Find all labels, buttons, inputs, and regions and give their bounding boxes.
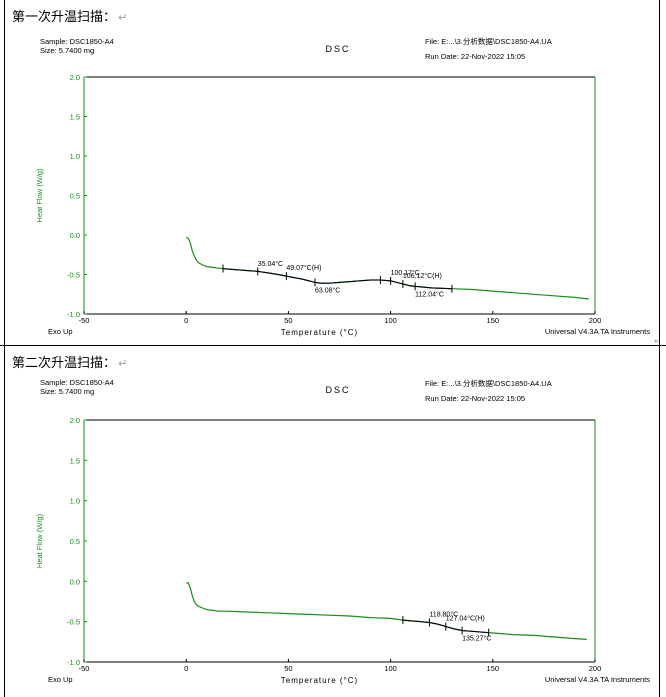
- run-date-label: Run Date: 22-Nov-2022 15:05: [425, 394, 525, 403]
- page-border-left: [4, 0, 5, 697]
- y-tick-label: -0.5: [67, 271, 80, 280]
- annotation-label: 135.27°C: [462, 635, 491, 643]
- annotation-label: 49.07°C(H): [286, 264, 321, 272]
- dsc-chart-1: Sample: DSC1850-A4 Size: 5.7400 mg DSC F…: [35, 36, 650, 337]
- analysis-segment: [222, 268, 452, 290]
- chart-title: DSC: [325, 44, 350, 54]
- x-axis-label: Temperature (°C): [281, 676, 358, 685]
- corner-mark: ↵: [654, 336, 662, 346]
- y-axis-label: Heat Flow (W/g): [35, 513, 44, 568]
- annotation-label: 106.12°C(H): [403, 272, 442, 280]
- y-tick-label: 0.5: [70, 192, 80, 201]
- return-mark: ↵: [118, 357, 128, 370]
- file-label: File: E:...\3.分析数据\DSC1850-A4.UA: [425, 378, 552, 388]
- instrument-label: Universal V4.3A TA Instruments: [545, 327, 650, 336]
- sample-label: Sample: DSC1850-A4: [40, 378, 114, 387]
- x-tick-label: 150: [487, 316, 500, 325]
- y-tick-label: 0.0: [70, 577, 80, 586]
- dsc-chart-2: Sample: DSC1850-A4 Size: 5.7400 mg DSC F…: [35, 378, 650, 685]
- chart-title: DSC: [325, 385, 350, 395]
- heat-flow-curve: [185, 236, 589, 300]
- annotation-label: 127.04°C(H): [446, 615, 485, 623]
- size-label: Size: 5.7400 mg: [40, 46, 94, 55]
- file-label: File: E:...\3.分析数据\DSC1850-A4.UA: [425, 36, 552, 46]
- annotation-label: 118.80°C: [429, 610, 458, 618]
- y-tick-label: 2.0: [70, 416, 80, 425]
- annotation-label: 63.08°C: [315, 286, 340, 294]
- y-tick-label: 1.0: [70, 152, 80, 161]
- y-tick-label: 1.5: [70, 456, 80, 465]
- x-tick-label: 100: [384, 664, 397, 673]
- x-tick-label: -50: [79, 664, 90, 673]
- y-tick-label: 1.0: [70, 497, 80, 506]
- x-tick-label: 150: [487, 664, 500, 673]
- x-tick-label: 200: [589, 664, 602, 673]
- size-label: Size: 5.7400 mg: [40, 387, 94, 396]
- panel-heading: 第二次升温扫描： ↵: [12, 356, 128, 371]
- page-border-right: [659, 0, 660, 697]
- annotation-label: 35.04°C: [258, 260, 283, 268]
- x-tick-label: 100: [384, 316, 397, 325]
- x-tick-label: 200: [589, 316, 602, 325]
- y-tick-label: -0.5: [67, 618, 80, 627]
- y-tick-label: 2.0: [70, 73, 80, 82]
- panel-divider: [0, 345, 666, 346]
- first-heating-panel: 第一次升温扫描： ↵ Sample: DSC1850-A4 Size: 5.740…: [0, 0, 666, 346]
- return-mark: ↵: [118, 11, 128, 24]
- y-tick-label: 0.5: [70, 537, 80, 546]
- sample-label: Sample: DSC1850-A4: [40, 37, 114, 46]
- x-tick-label: 0: [184, 664, 188, 673]
- annotation-label: 112.04°C: [415, 290, 444, 298]
- second-heating-panel: 第二次升温扫描： ↵ Sample: DSC1850-A4 Size: 5.740…: [0, 346, 666, 695]
- run-date-label: Run Date: 22-Nov-2022 15:05: [425, 52, 525, 61]
- exo-up-label: Exo Up: [48, 675, 73, 684]
- exo-up-label: Exo Up: [48, 327, 73, 336]
- x-tick-label: 50: [284, 664, 292, 673]
- annotation-label: 100.17°C: [391, 269, 420, 277]
- x-tick-label: -50: [79, 316, 90, 325]
- y-tick-label: 0.0: [70, 231, 80, 240]
- y-tick-label: 1.5: [70, 113, 80, 122]
- panel-heading: 第一次升温扫描： ↵: [12, 10, 128, 25]
- x-tick-label: 0: [184, 316, 188, 325]
- x-axis-label: Temperature (°C): [281, 328, 358, 337]
- y-tick-label: -1.0: [67, 658, 80, 667]
- y-tick-label: -1.0: [67, 310, 80, 319]
- y-axis-label: Heat Flow (W/g): [35, 168, 44, 223]
- x-tick-label: 50: [284, 316, 292, 325]
- instrument-label: Universal V4.3A TA Instruments: [545, 675, 650, 684]
- heat-flow-curve: [186, 582, 587, 640]
